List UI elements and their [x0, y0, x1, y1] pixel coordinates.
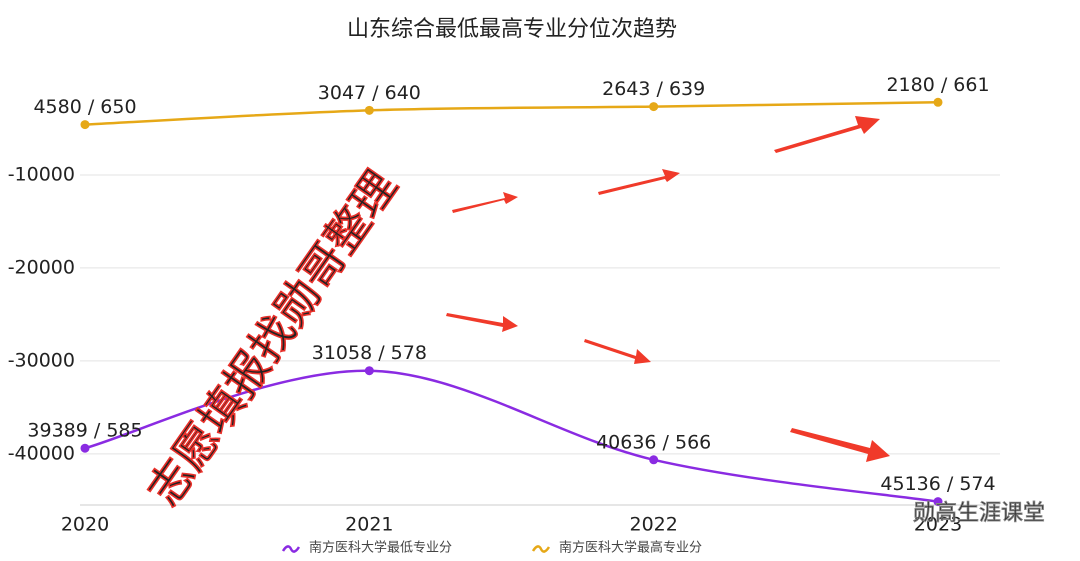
data-label: 40636 / 566 — [596, 431, 711, 453]
data-label: 3047 / 640 — [318, 82, 421, 104]
data-label: 45136 / 574 — [880, 473, 995, 495]
arrow — [790, 428, 890, 462]
data-point — [649, 455, 659, 465]
arrow — [584, 339, 651, 364]
y-tick-label: -40000 — [8, 442, 75, 464]
x-tick-label: 2021 — [345, 514, 393, 536]
series-line — [84, 369, 939, 503]
arrow — [774, 116, 880, 153]
legend-label: 南方医科大学最低专业分 — [309, 540, 452, 556]
data-point — [80, 443, 90, 453]
data-point — [80, 120, 90, 130]
legend-icon — [531, 545, 551, 553]
data-point — [933, 97, 943, 107]
series-line — [84, 101, 939, 126]
arrows — [446, 116, 890, 462]
x-tick-label: 2023 — [914, 514, 962, 536]
data-point — [649, 102, 659, 112]
data-label: 4580 / 650 — [33, 96, 136, 118]
data-point — [364, 366, 374, 376]
arrow — [452, 192, 518, 213]
legend-label: 南方医科大学最高专业分 — [559, 540, 702, 556]
data-label: 2180 / 661 — [886, 74, 989, 96]
y-tick-label: -20000 — [8, 256, 75, 278]
arrow — [598, 169, 680, 195]
watermark-brand: 勋高生涯课堂 — [913, 501, 1045, 526]
y-tick-label: -10000 — [8, 163, 75, 185]
x-tick-label: 2020 — [61, 514, 109, 536]
arrow — [446, 313, 518, 332]
legend-icon — [281, 545, 301, 553]
data-label: 2643 / 639 — [602, 78, 705, 100]
x-tick-label: 2022 — [629, 514, 677, 536]
data-label: 31058 / 578 — [312, 342, 427, 364]
watermark: 志愿填报找勋哥整理 — [138, 162, 407, 516]
data-label: 39389 / 585 — [27, 420, 142, 442]
chart-title: 山东综合最低最高专业分位次趋势 — [347, 17, 677, 42]
data-point — [364, 105, 374, 115]
y-tick-label: -30000 — [8, 349, 75, 371]
data-point — [933, 497, 943, 507]
